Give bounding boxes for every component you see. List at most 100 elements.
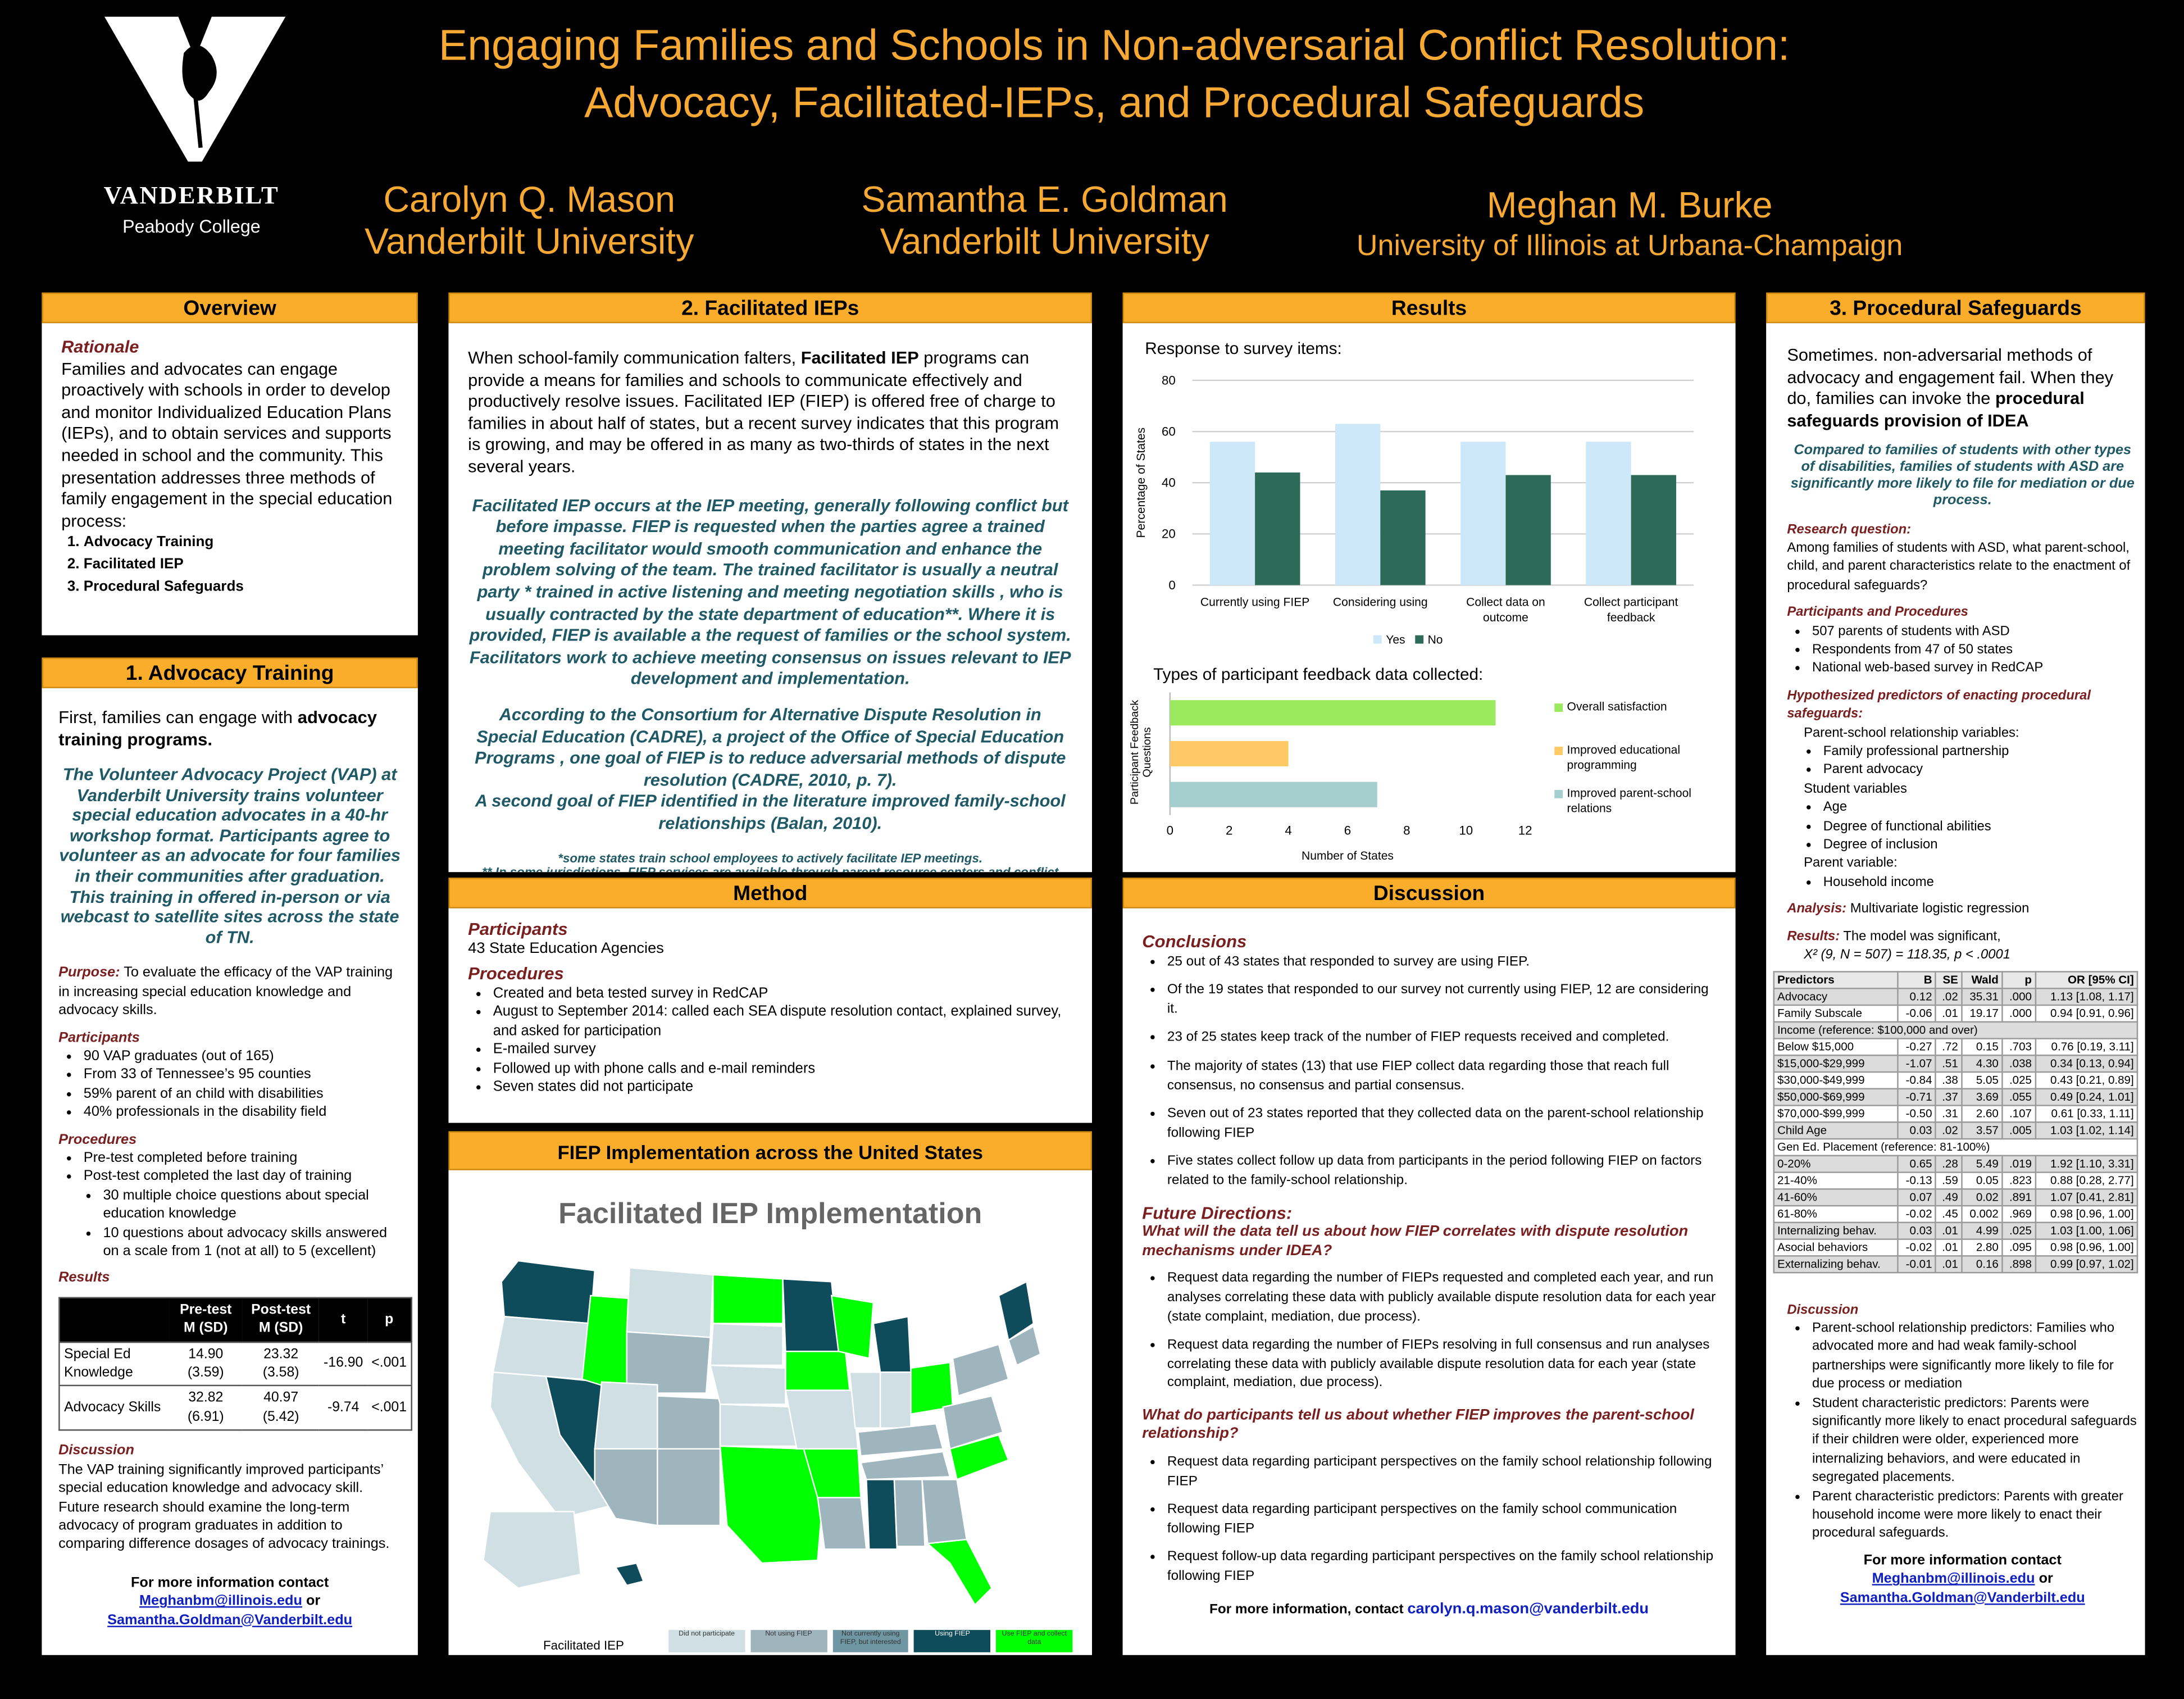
table-cell: .823: [2001, 1171, 2036, 1189]
chart-title: Types of participant feedback data colle…: [1153, 664, 1484, 684]
legend-item: Not using FIEP: [750, 1630, 827, 1652]
header-row: Predictors B SE Wald p OR [95% CI]: [1773, 970, 2138, 989]
list: Request data regarding participant persp…: [1142, 1453, 1716, 1586]
x-axis-label: Number of States: [1302, 850, 1394, 862]
table-cell: Gen Ed. Placement (reference: 81-100%): [1773, 1137, 2138, 1156]
author-name: Carolyn Q. Mason: [383, 178, 676, 220]
table-cell: .095: [2001, 1238, 2036, 1256]
table-row: Gen Ed. Placement (reference: 81-100%): [1773, 1137, 2138, 1156]
table-cell: 5.05: [1960, 1070, 2003, 1089]
table-cell: .055: [2001, 1087, 2036, 1106]
list-item: Family professional partnership: [1823, 743, 2138, 761]
section-heading: Results: [1122, 292, 1736, 324]
list-item: Pre-test completed before training: [84, 1150, 401, 1168]
list-item: Request data regarding the number of FIE…: [1167, 1336, 1716, 1393]
table-cell: .019: [2001, 1154, 2036, 1173]
table-cell: 0.34 [0.13, 0.94]: [2034, 1053, 2138, 1073]
table-cell: 5.49: [1960, 1154, 2003, 1173]
list-item: 90 VAP graduates (out of 165): [84, 1048, 401, 1066]
safeguards-box: Sometimes. non-adversarial methods of ad…: [1766, 323, 2145, 1655]
table-row: 41-60% 0.07.49 0.02.891 1.07 [0.41, 2.81]: [1773, 1187, 2138, 1206]
paragraph: Among families of students with ASD, wha…: [1787, 540, 2131, 593]
legend-label: Improved parent-school relations: [1567, 785, 1691, 815]
table-cell: -0.71: [1897, 1087, 1937, 1106]
y-tick-label: 0: [1168, 578, 1175, 592]
section-heading: Overview: [42, 292, 418, 324]
label: Participants: [468, 919, 568, 939]
author: Meghan M. Burke University of Illinois at…: [1323, 184, 1936, 267]
table-row: Below $15,000 -0.27.72 0.15.703 0.76 [0.19,…: [1773, 1037, 2138, 1056]
bar: [1335, 424, 1381, 585]
email[interactable]: Meghanbm@illinois.edu: [139, 1593, 302, 1610]
table-cell: .898: [2001, 1254, 2036, 1273]
statistic: X² (9, N = 507) = 118.35, p < .0001: [1804, 947, 2010, 963]
highlight: Facilitated IEP occurs at the IEP meetin…: [469, 495, 1071, 689]
text: Parent-school relationship variables:: [1804, 725, 2019, 741]
list-item: National web-based survey in RedCAP: [1812, 660, 2138, 678]
list-item: Of the 19 states that responded to our s…: [1167, 981, 1716, 1019]
legend-item: Improved parent-school relations: [1554, 785, 1734, 816]
label: Procedures: [468, 964, 564, 984]
y-tick-label: 80: [1162, 373, 1176, 387]
section-heading: 1. Advocacy Training: [42, 657, 418, 688]
contact: For more information contact Meghanbm@ill…: [58, 1574, 401, 1630]
table-cell: .59: [1935, 1171, 1963, 1189]
map-title: Facilitated IEP Implementation: [558, 1198, 982, 1230]
table-cell: 1.03 [1.00, 1.06]: [2034, 1221, 2138, 1239]
table-cell: 0.98 [0.96, 1.00]: [2034, 1204, 2138, 1223]
author-affiliation: Vanderbilt University: [364, 220, 694, 262]
table-cell: Advocacy: [1773, 987, 1899, 1006]
table-cell: 0.15: [1960, 1037, 2003, 1056]
header-cell: p: [367, 1297, 412, 1342]
email[interactable]: Samantha.Goldman@Vanderbilt.edu: [1840, 1590, 2085, 1606]
email[interactable]: Samantha.Goldman@Vanderbilt.edu: [107, 1612, 353, 1628]
y-tick-label: 40: [1162, 476, 1176, 490]
list-item: Degree of inclusion: [1823, 836, 2138, 855]
header-cell: Post-test M (SD): [242, 1297, 320, 1342]
table-row: Asocial behaviors -0.02.01 2.80.095 0.98 [0…: [1773, 1238, 2138, 1256]
list-item: 23 of 25 states keep track of the number…: [1167, 1029, 1716, 1048]
table-cell: 41-60%: [1773, 1187, 1899, 1206]
table-cell: -0.50: [1897, 1104, 1937, 1123]
fiep-box: When school-family communication falters…: [448, 323, 1093, 873]
paragraph: When school-family communication falters…: [468, 348, 1072, 479]
table-row: Child Age 0.03.02 3.57.005 1.03 [1.02, 1.14…: [1773, 1120, 2138, 1139]
email[interactable]: Meghanbm@illinois.edu: [1872, 1571, 2035, 1587]
question: What do participants tell us about wheth…: [1142, 1407, 1694, 1443]
x-tick-label: 8: [1403, 823, 1410, 837]
table-cell: .000: [2001, 1003, 2036, 1022]
table-cell: 0.002: [1960, 1204, 2003, 1223]
table-cell: <.001: [367, 1385, 412, 1431]
email[interactable]: carolyn.q.mason@vanderbilt.edu: [1407, 1600, 1649, 1617]
table-row: $15,000-$29,999 -1.07.51 4.30.038 0.34 [0.1…: [1773, 1053, 2138, 1073]
legend-item: Use FIEP and collect data: [996, 1630, 1073, 1652]
table-cell: Externalizing behav.: [1773, 1254, 1899, 1273]
list-item: Parent advocacy: [1823, 761, 2138, 780]
text: Post-test completed the last day of trai…: [83, 1169, 352, 1185]
table-row: Family Subscale -0.06.01 19.17.000 0.94 [0.…: [1773, 1003, 2138, 1022]
text: or: [2039, 1571, 2053, 1587]
highlight: A second goal of FIEP identified in the …: [475, 792, 1066, 833]
text: Student variables: [1804, 781, 1907, 797]
table-cell: 1.92 [1.10, 3.31]: [2034, 1154, 2138, 1173]
list: Advocacy TrainingFacilitated IEPProcedur…: [61, 533, 398, 598]
bar: [1460, 442, 1506, 585]
paragraph: Analysis: Multivariate logistic regressi…: [1787, 901, 2138, 919]
table-cell: <.001: [367, 1341, 412, 1387]
table-cell: Asocial behaviors: [1773, 1238, 1899, 1256]
table-cell: .38: [1935, 1070, 1963, 1089]
label: Analysis:: [1787, 901, 1847, 917]
table-cell: .01: [1935, 1238, 1963, 1256]
bar: [1170, 741, 1289, 767]
legend-title: Facilitated IEP: [543, 1638, 624, 1652]
list-item: E-mailed survey: [493, 1041, 1073, 1059]
table-cell: 1.13 [1.08, 1.17]: [2034, 987, 2138, 1006]
table-cell: 0.65: [1897, 1154, 1937, 1173]
map-box: Facilitated IEP Implementation: [448, 1170, 1093, 1655]
list-item: Parent characteristic predictors: Parent…: [1812, 1487, 2138, 1543]
sub-list: Family professional partnershipParent ad…: [1804, 743, 2138, 780]
bar: [1586, 442, 1631, 585]
text: advocacy training programs.: [58, 707, 377, 749]
title-line: Advocacy, Facilitated-IEPs, and Procedur…: [584, 78, 1645, 127]
list-item: The majority of states (13) that use FIE…: [1167, 1057, 1716, 1095]
